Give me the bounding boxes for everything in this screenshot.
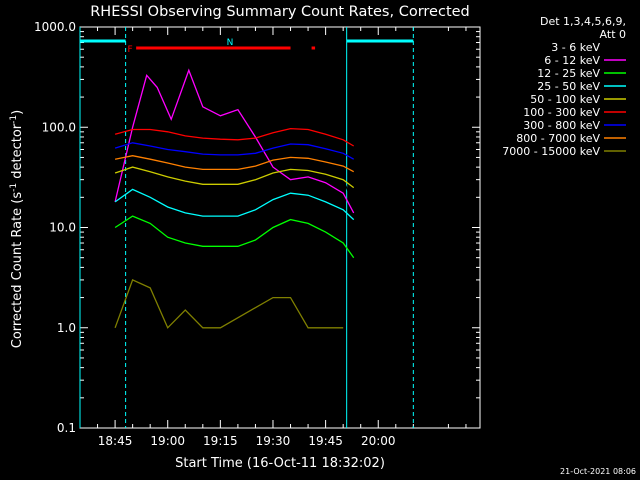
series-line bbox=[114, 127, 355, 147]
series-line bbox=[114, 155, 355, 173]
series-line bbox=[114, 166, 355, 189]
legend-label: 12 - 25 keV bbox=[537, 67, 600, 80]
legend-label: 25 - 50 keV bbox=[537, 80, 600, 93]
x-axis-label: Start Time (16-Oct-11 18:32:02) bbox=[175, 456, 385, 471]
y-tick-label: 0.1 bbox=[57, 421, 76, 435]
plot-area: 0.1 1.0 10.0 100.0 1000.0 18:45 19:00 19:15 19:3… bbox=[34, 20, 481, 448]
series-line bbox=[114, 279, 344, 329]
legend-label: 300 - 800 keV bbox=[523, 119, 600, 132]
footer-timestamp: 21-Oct-2021 08:06 bbox=[560, 467, 636, 476]
y-tick-label: 1.0 bbox=[57, 321, 76, 335]
flag-label-N: N bbox=[227, 38, 234, 48]
x-tick-label: 18:45 bbox=[98, 434, 133, 448]
plot-frame bbox=[79, 26, 481, 429]
legend-header-line2: Att 0 bbox=[600, 28, 626, 41]
x-tick-label: 19:45 bbox=[308, 434, 343, 448]
legend-label: 50 - 100 keV bbox=[530, 93, 600, 106]
y-tick-label: 100.0 bbox=[42, 120, 76, 134]
legend-label: 6 - 12 keV bbox=[544, 54, 600, 67]
legend-label: 3 - 6 keV bbox=[551, 41, 600, 54]
x-tick-label: 19:00 bbox=[150, 434, 185, 448]
flag-label-F: F bbox=[128, 45, 133, 55]
series-line bbox=[114, 215, 355, 259]
series-line bbox=[114, 142, 355, 160]
y-tick-label: 1000.0 bbox=[34, 20, 76, 34]
x-tick-label: 19:30 bbox=[256, 434, 291, 448]
x-tick-label: 19:15 bbox=[203, 434, 238, 448]
legend-label: 7000 - 15000 keV bbox=[502, 145, 600, 158]
legend-header-line1: Det 1,3,4,5,6,9, bbox=[540, 15, 626, 28]
y-axis-label: Corrected Count Rate (s-1 detector-1) bbox=[9, 110, 25, 348]
y-tick-label: 10.0 bbox=[49, 221, 76, 235]
series-line bbox=[114, 188, 355, 221]
legend-label: 800 - 7000 keV bbox=[516, 132, 600, 145]
legend-label: 100 - 300 keV bbox=[523, 106, 600, 119]
chart-title: RHESSI Observing Summary Count Rates, Co… bbox=[90, 4, 470, 20]
series-line bbox=[114, 68, 355, 214]
x-tick-label: 20:00 bbox=[361, 434, 396, 448]
